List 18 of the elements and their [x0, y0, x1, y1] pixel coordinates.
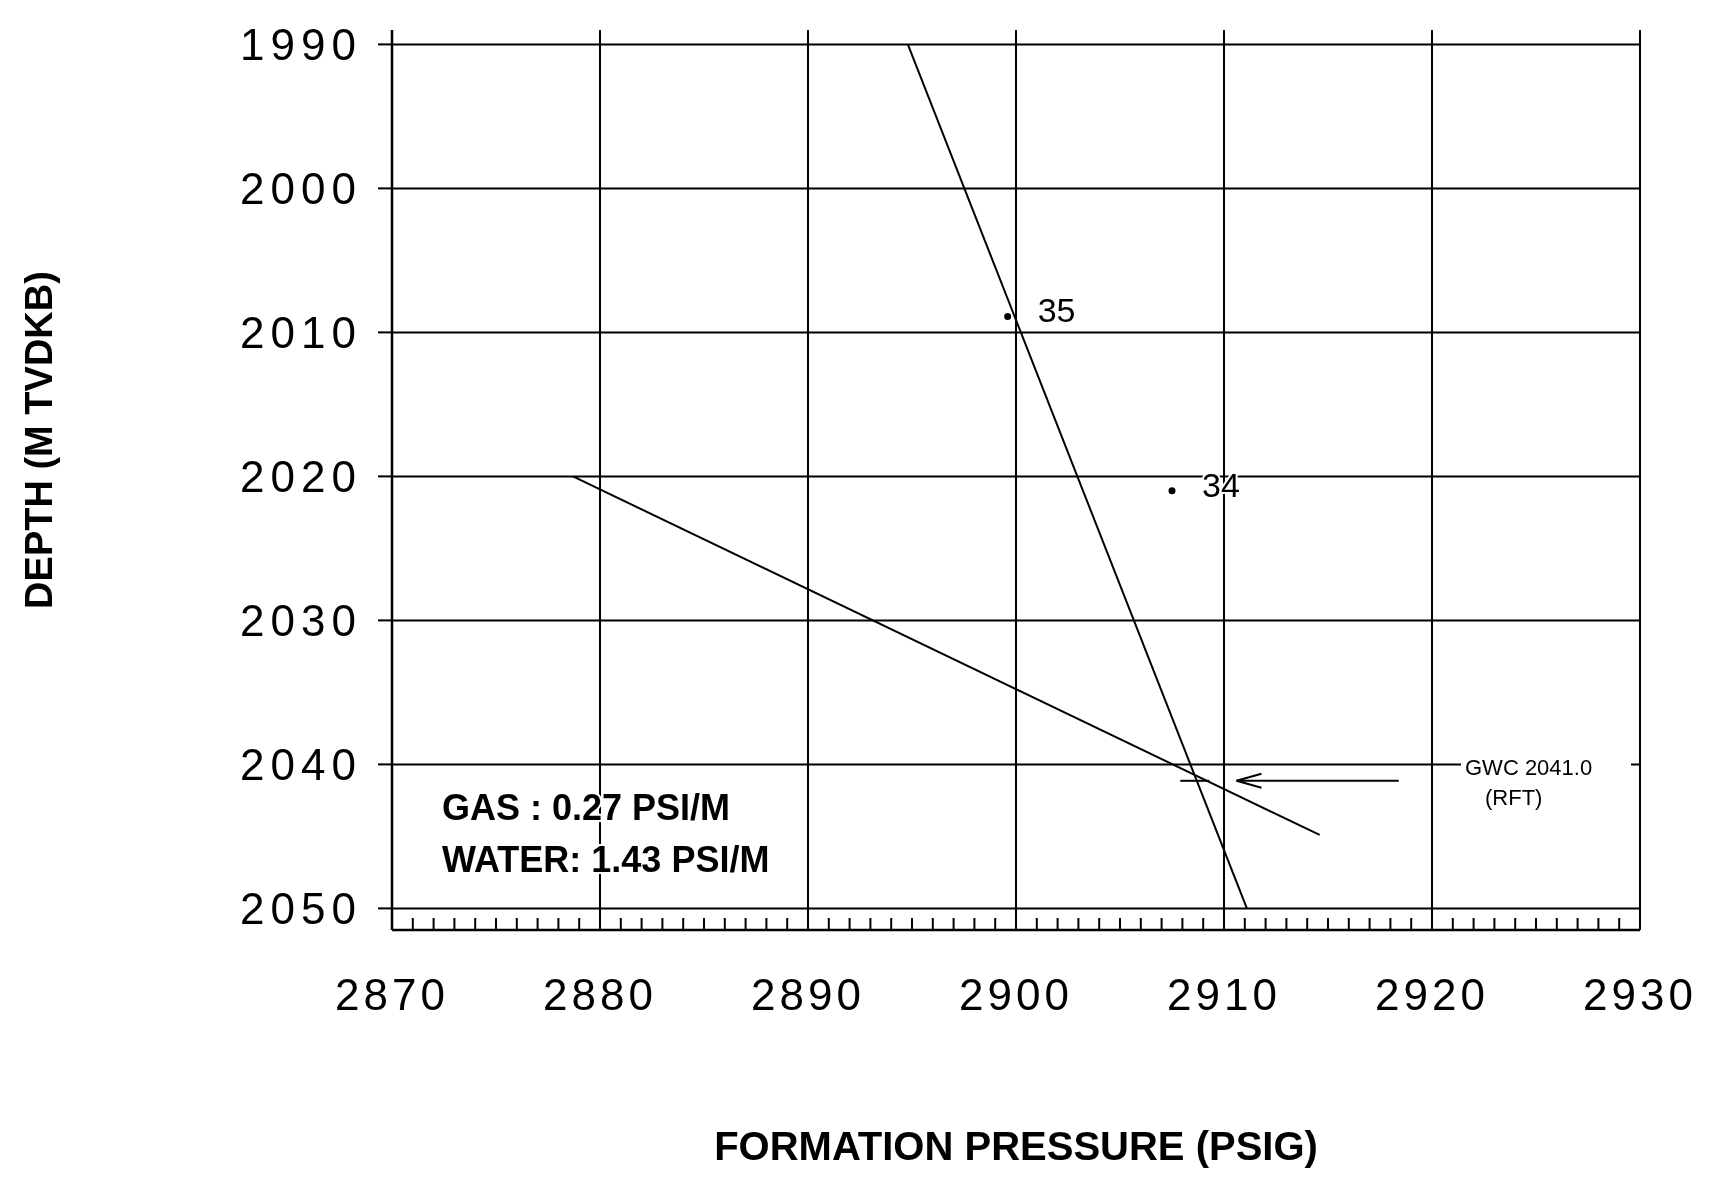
y-tick-label: 2050: [240, 883, 362, 933]
x-tick-label: 2900: [959, 970, 1073, 1019]
x-tick-label: 2930: [1583, 970, 1697, 1019]
annotation: 35: [1037, 291, 1076, 330]
y-tick-label: 2010: [240, 307, 362, 357]
y-axis-title: DEPTH (M TVDKB): [18, 271, 60, 609]
x-axis-title: FORMATION PRESSURE (PSIG): [714, 1124, 1318, 1168]
annotation: GWC 2041.0 (RFT): [1465, 754, 1593, 810]
x-tick-label: 2880: [543, 970, 657, 1019]
x-tick-label: 2920: [1375, 970, 1489, 1019]
x-tick-label: 2910: [1167, 970, 1281, 1019]
y-tick-label: 2000: [240, 163, 362, 213]
x-tick-label: 2870: [335, 970, 449, 1019]
x-tick-label: 2890: [751, 970, 865, 1019]
y-tick-label: 2040: [240, 739, 362, 789]
y-tick-label: 1990: [240, 19, 362, 69]
y-tick-label: 2020: [240, 451, 362, 501]
y-tick-label: 2030: [240, 595, 362, 645]
